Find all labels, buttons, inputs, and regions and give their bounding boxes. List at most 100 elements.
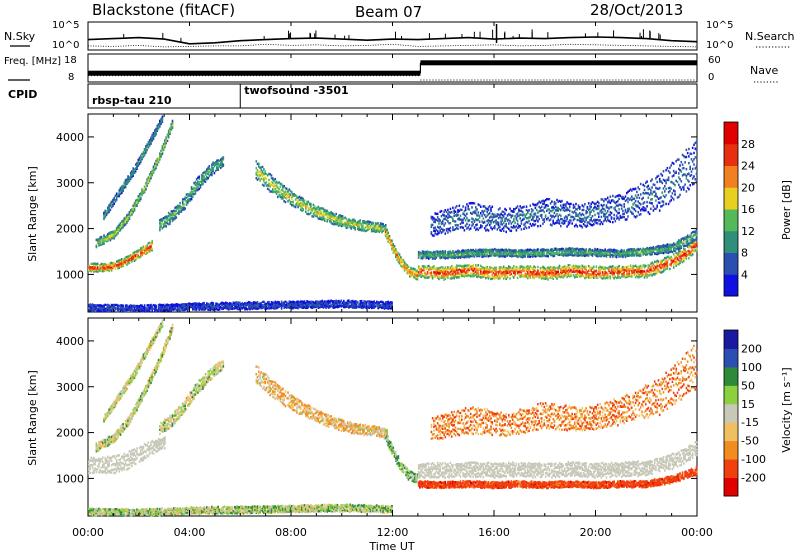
scatter-cell: [145, 245, 147, 248]
scatter-cell: [95, 264, 98, 267]
scatter-cell: [180, 208, 183, 211]
scatter-cell: [613, 217, 615, 220]
scatter-cell: [359, 228, 362, 231]
scatter-cell: [658, 201, 661, 204]
scatter-cell: [112, 262, 114, 265]
scatter-cell: [397, 258, 400, 261]
scatter-cell: [318, 213, 321, 217]
scatter-cell: [140, 253, 142, 256]
scatter-cell: [473, 271, 476, 274]
scatter-cell: [415, 275, 417, 278]
scatter-cell: [274, 190, 277, 194]
scatter-cell: [377, 225, 379, 228]
scatter-cell: [291, 200, 293, 204]
scatter-cell: [105, 234, 108, 238]
scatter-cell: [109, 204, 112, 207]
scatter-cell: [142, 154, 145, 157]
scatter-cell: [179, 201, 181, 205]
scatter-cell: [395, 250, 397, 254]
scatter-cell: [299, 208, 302, 211]
scatter-cell: [137, 254, 140, 257]
scatter-cell: [189, 197, 192, 201]
scatter-cell: [653, 190, 656, 193]
scatter-cell: [377, 229, 379, 233]
scatter-cell: [420, 275, 422, 278]
scatter-cell: [362, 229, 364, 232]
scatter-cell: [478, 220, 481, 223]
scatter-cell: [365, 225, 368, 229]
scatter-cell: [554, 202, 557, 205]
scatter-cell: [359, 223, 362, 226]
scatter-cell: [523, 205, 525, 208]
scatter-cell: [528, 226, 530, 229]
scatter-cell: [195, 187, 198, 191]
scatter-cell: [667, 178, 670, 182]
scatter-cell: [96, 262, 99, 265]
scatter-cell: [430, 267, 433, 271]
scatter-cell: [676, 180, 679, 184]
scatter-cell: [296, 195, 298, 198]
scatter-cell: [141, 246, 143, 250]
scatter-cell: [340, 223, 343, 226]
scatter-cell: [618, 208, 620, 211]
scatter-cell: [688, 172, 690, 175]
scatter-cell: [208, 170, 211, 174]
scatter-cell: [107, 235, 109, 238]
scatter-cell: [370, 228, 373, 231]
scatter-cell: [388, 236, 391, 239]
scatter-cell: [464, 208, 467, 212]
scatter-cell: [614, 220, 617, 223]
scatter-cell: [438, 272, 440, 276]
scatter-cell: [110, 267, 113, 270]
scatter-cell: [445, 267, 448, 271]
scatter-cell: [95, 267, 98, 270]
scatter-cell: [421, 272, 424, 276]
scatter-cell: [440, 276, 443, 279]
scatter-cell: [105, 236, 108, 239]
scatter-cell: [467, 264, 469, 267]
scatter-cell: [450, 272, 453, 276]
scatter-cell: [179, 210, 181, 213]
scatter-cell: [105, 238, 108, 241]
scatter-cell: [113, 196, 115, 200]
beam-label: Beam 07: [355, 3, 422, 21]
scatter-cell: [105, 239, 108, 243]
scatter-cell: [122, 189, 124, 193]
scatter-cell: [476, 268, 478, 271]
scatter-cell: [412, 275, 415, 279]
freq-panel-frame: [87, 53, 698, 83]
scatter-cell: [471, 273, 473, 276]
scatter-cell: [298, 204, 301, 207]
scatter-cell: [104, 239, 107, 242]
scatter-cell: [282, 195, 284, 198]
scatter-cell: [142, 151, 145, 154]
scatter-cell: [156, 129, 159, 132]
scatter-cell: [104, 215, 107, 219]
scatter-cell: [570, 202, 572, 206]
scatter-cell: [208, 174, 211, 177]
scatter-cell: [141, 188, 143, 191]
scatter-cell: [535, 208, 538, 212]
scatter-cell: [288, 192, 291, 196]
scatter-cell: [148, 179, 151, 182]
scatter-cell: [103, 242, 105, 245]
scatter-cell: [695, 156, 698, 160]
scatter-cell: [96, 238, 99, 241]
scatter-cell: [440, 209, 443, 213]
scatter-cell: [477, 264, 480, 267]
scatter-cell: [202, 175, 204, 178]
scatter-cell: [457, 271, 459, 275]
scatter-cell: [369, 221, 372, 224]
scatter-cell: [433, 270, 435, 274]
scatter-cell: [138, 249, 141, 252]
scatter-cell: [368, 227, 370, 230]
scatter-cell: [132, 169, 134, 172]
scatter-cell: [129, 173, 132, 176]
scatter-cell: [119, 260, 122, 263]
scatter-cell: [334, 222, 336, 226]
scatter-cell: [306, 212, 308, 216]
scatter-cell: [103, 214, 105, 217]
scatter-cell: [166, 133, 169, 136]
scatter-cell: [425, 276, 428, 279]
